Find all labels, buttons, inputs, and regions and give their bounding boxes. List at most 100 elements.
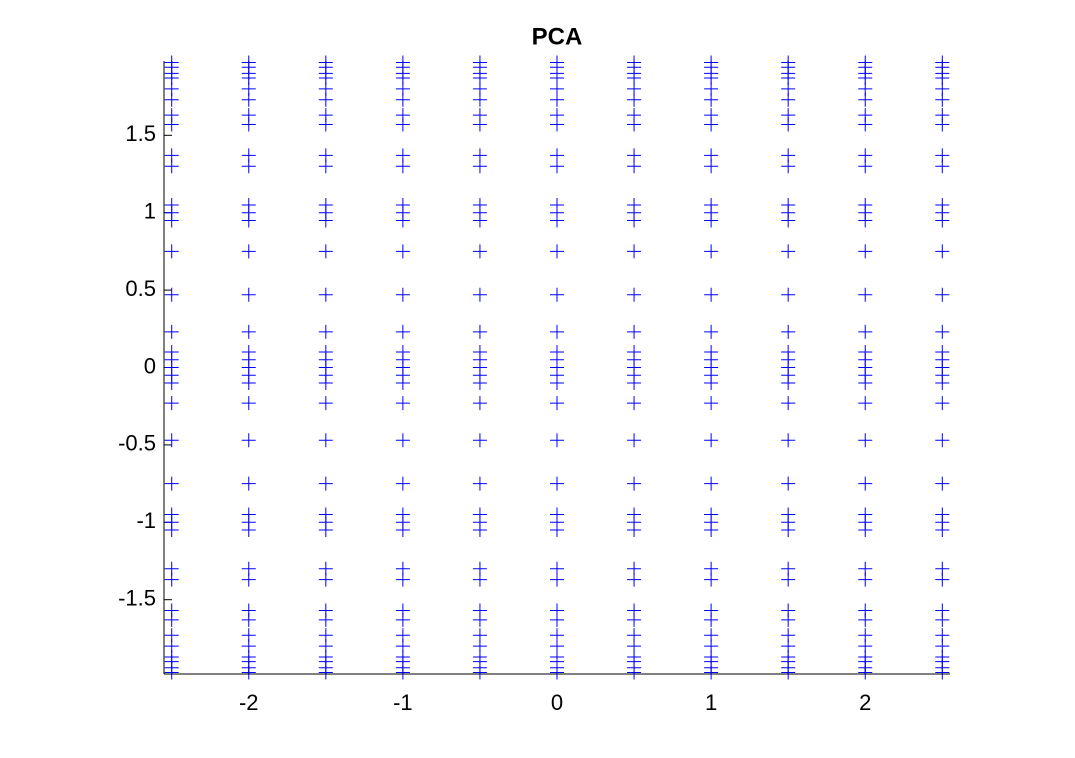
point	[164, 324, 179, 339]
point	[627, 603, 642, 618]
point	[935, 603, 950, 618]
point	[935, 561, 950, 576]
point	[858, 628, 873, 643]
point	[318, 108, 333, 123]
point	[241, 55, 256, 70]
point	[395, 244, 410, 259]
x-tick-label: 1	[705, 690, 717, 715]
point	[164, 345, 179, 360]
point	[858, 55, 873, 70]
point	[935, 433, 950, 448]
point	[550, 628, 564, 643]
point	[627, 108, 642, 123]
point	[164, 628, 179, 643]
point	[858, 287, 873, 302]
point	[935, 55, 950, 70]
point	[318, 628, 333, 643]
point	[318, 287, 333, 302]
point	[241, 433, 256, 448]
point	[550, 433, 564, 448]
point	[627, 433, 642, 448]
x-tick-label: -1	[393, 690, 413, 715]
point	[472, 433, 487, 448]
point	[858, 396, 873, 411]
point	[704, 345, 719, 360]
point	[858, 197, 873, 212]
y-tick-label: -1	[136, 508, 156, 533]
point	[472, 287, 487, 302]
point	[472, 324, 487, 339]
point	[627, 197, 642, 212]
point	[704, 108, 719, 123]
point	[318, 148, 333, 163]
y-tick-label: 1	[144, 199, 156, 224]
point	[935, 148, 950, 163]
point	[472, 345, 487, 360]
point	[781, 628, 796, 643]
point	[395, 507, 410, 522]
point	[318, 244, 333, 259]
point	[627, 396, 642, 411]
point	[164, 287, 179, 302]
point	[704, 476, 719, 491]
point	[627, 476, 642, 491]
point	[550, 324, 564, 339]
point	[318, 396, 333, 411]
x-tick-label: 2	[859, 690, 871, 715]
point	[318, 345, 333, 360]
point	[395, 476, 410, 491]
point	[318, 603, 333, 618]
point	[550, 287, 564, 302]
point	[781, 287, 796, 302]
point	[241, 287, 256, 302]
point	[627, 244, 642, 259]
point	[472, 148, 487, 163]
point	[935, 108, 950, 123]
point	[164, 244, 179, 259]
point	[164, 507, 179, 522]
point	[318, 197, 333, 212]
point	[395, 603, 410, 618]
point	[858, 476, 873, 491]
point	[241, 244, 256, 259]
point	[241, 507, 256, 522]
point	[318, 476, 333, 491]
point	[858, 603, 873, 618]
point	[318, 55, 333, 70]
point	[704, 197, 719, 212]
point	[241, 148, 256, 163]
point	[241, 197, 256, 212]
point	[318, 324, 333, 339]
points	[164, 55, 950, 680]
point	[781, 433, 796, 448]
point	[550, 55, 564, 70]
point	[704, 396, 719, 411]
point	[550, 476, 564, 491]
point	[781, 148, 796, 163]
point	[241, 603, 256, 618]
point	[781, 396, 796, 411]
point	[704, 55, 719, 70]
point	[935, 287, 950, 302]
point	[704, 603, 719, 618]
point	[627, 628, 642, 643]
point	[241, 476, 256, 491]
point	[395, 197, 410, 212]
point	[472, 628, 487, 643]
point	[395, 433, 410, 448]
y-tick-label: 0	[144, 353, 156, 378]
point	[550, 561, 564, 576]
point	[395, 628, 410, 643]
point	[704, 244, 719, 259]
point	[550, 603, 564, 618]
point	[472, 55, 487, 70]
point	[472, 396, 487, 411]
point	[395, 324, 410, 339]
point	[858, 324, 873, 339]
point	[781, 476, 796, 491]
point	[627, 148, 642, 163]
point	[858, 561, 873, 576]
point	[241, 628, 256, 643]
point	[550, 507, 564, 522]
